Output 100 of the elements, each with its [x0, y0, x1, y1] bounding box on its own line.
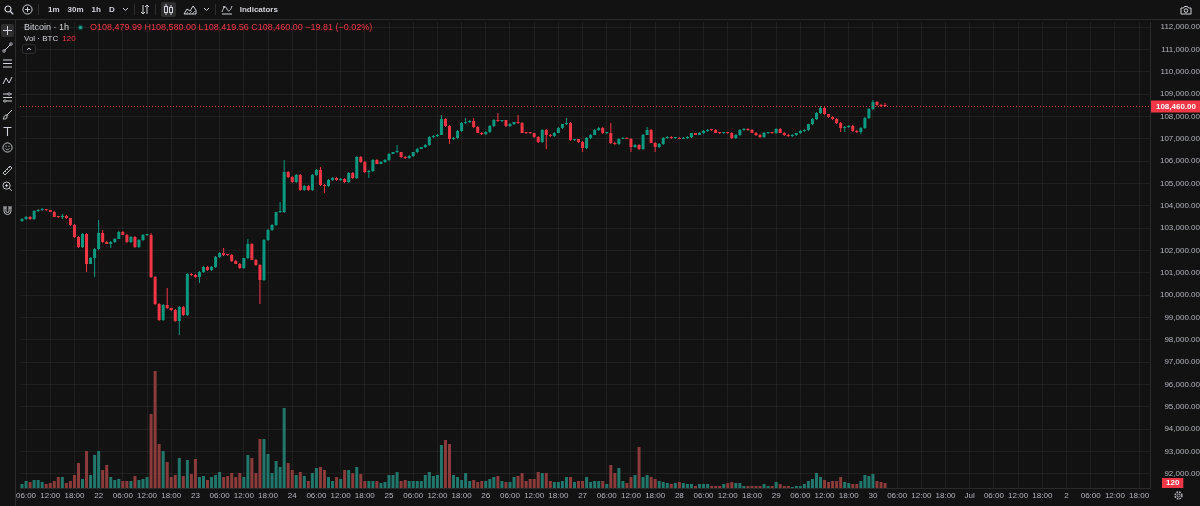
- bar: [367, 481, 371, 488]
- bar: [371, 481, 375, 488]
- bar: [577, 481, 581, 488]
- y-tick-label: 98,000.00: [1164, 334, 1200, 344]
- bar: [702, 484, 706, 488]
- bar: [415, 481, 419, 488]
- bar: [395, 472, 399, 488]
- bar: [573, 482, 577, 488]
- bar: [823, 480, 827, 488]
- bar: [24, 481, 28, 488]
- bar: [331, 481, 335, 488]
- bar: [456, 477, 460, 488]
- x-tick-label: 18:00: [741, 491, 763, 500]
- bar: [665, 483, 669, 488]
- x-tick-label: 28: [674, 491, 685, 500]
- x-tick-label: 18:00: [645, 491, 666, 500]
- bar: [448, 444, 451, 488]
- bar: [399, 481, 403, 488]
- bar: [193, 459, 197, 488]
- bar: [81, 479, 85, 488]
- bar: [649, 477, 653, 488]
- bar: [117, 479, 121, 488]
- x-tick-label: 18:00: [935, 491, 957, 500]
- x-tick-label: 12:00: [330, 491, 352, 500]
- bar: [831, 481, 835, 488]
- bar: [762, 484, 766, 488]
- bar: [40, 482, 44, 488]
- bar: [673, 483, 677, 488]
- bar: [685, 484, 689, 488]
- bar: [637, 447, 641, 488]
- bar: [431, 476, 435, 488]
- bar: [145, 477, 149, 488]
- bar: [593, 481, 597, 488]
- chart-title: Bitcoin · 1h: [24, 22, 70, 32]
- bar: [508, 482, 512, 488]
- x-tick-label: 18:00: [354, 491, 376, 500]
- y-tick-label: 100,000.00: [1159, 290, 1200, 300]
- bar: [327, 477, 331, 488]
- bar: [500, 481, 504, 488]
- y-tick-label: 92,000.00: [1164, 468, 1200, 478]
- bar: [734, 483, 738, 488]
- bar: [657, 481, 661, 488]
- y-tick-label: 96,000.00: [1164, 379, 1200, 389]
- bar: [258, 439, 262, 488]
- y-tick-label: 103,000.00: [1159, 223, 1200, 233]
- bar: [476, 482, 480, 488]
- x-tick-label: 12:00: [40, 491, 61, 500]
- bar: [443, 440, 447, 488]
- bar: [439, 445, 443, 488]
- bar: [698, 484, 702, 488]
- x-tick-label: 18:00: [258, 491, 279, 500]
- y-tick-label: 97,000.00: [1164, 357, 1200, 367]
- bar: [222, 477, 226, 488]
- x-tick-label: 25: [384, 491, 394, 500]
- bar: [379, 483, 383, 488]
- x-tick-label: 18:00: [64, 491, 85, 500]
- bar: [403, 480, 407, 488]
- bar: [484, 481, 488, 488]
- y-tick-label: 99,000.00: [1164, 312, 1200, 322]
- bar: [568, 477, 572, 488]
- x-tick-label: 30: [868, 491, 878, 500]
- bar: [64, 483, 68, 488]
- bar: [814, 473, 818, 488]
- bar: [97, 451, 101, 488]
- bar: [871, 474, 875, 488]
- bar: [597, 481, 601, 488]
- y-tick-label: 93,000.00: [1164, 446, 1200, 456]
- bar: [452, 475, 456, 488]
- bar: [847, 483, 851, 488]
- bar: [427, 472, 431, 488]
- bar: [165, 462, 169, 488]
- ref-line-label: 108,460.00: [1155, 101, 1197, 111]
- bar: [819, 477, 823, 488]
- x-tick-label: 06:00: [16, 491, 37, 500]
- bar: [335, 477, 339, 488]
- bar: [230, 473, 234, 488]
- bar: [355, 467, 359, 488]
- bar: [516, 476, 520, 488]
- bar: [302, 476, 306, 488]
- bar: [113, 480, 117, 488]
- bar: [226, 476, 230, 488]
- bar: [564, 477, 568, 488]
- bar: [774, 482, 778, 488]
- y-tick-label: 111,000.00: [1161, 44, 1200, 54]
- bar: [286, 463, 290, 488]
- bar: [661, 482, 665, 488]
- x-tick-label: 06:00: [209, 491, 231, 500]
- bar: [883, 483, 887, 488]
- bar: [197, 477, 201, 488]
- x-tick-label: 06:00: [112, 491, 134, 500]
- bar: [93, 455, 97, 488]
- bar: [520, 473, 524, 488]
- bar: [641, 477, 645, 488]
- bar: [778, 484, 782, 488]
- bar: [488, 479, 492, 488]
- bar: [802, 484, 806, 488]
- bar: [60, 477, 64, 488]
- x-tick-label: 12:00: [524, 491, 545, 500]
- bar: [504, 482, 508, 488]
- bar: [206, 480, 210, 488]
